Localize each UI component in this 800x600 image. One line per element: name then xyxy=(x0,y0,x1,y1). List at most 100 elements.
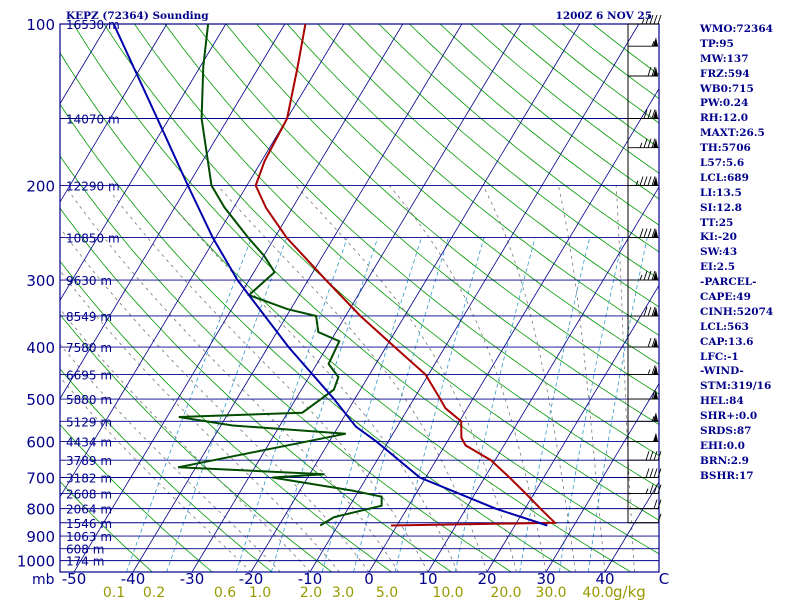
pressure-tick-label: 500 xyxy=(26,391,55,409)
dry-adiabat xyxy=(348,24,659,280)
mixing-ratio-line xyxy=(271,237,379,572)
mixing-ratio-line xyxy=(235,237,348,572)
wind-barb-flag xyxy=(653,14,658,25)
wind-barb-flag xyxy=(651,138,656,148)
dry-adiabat xyxy=(60,207,452,572)
series-group xyxy=(112,24,558,527)
wind-barb-half xyxy=(639,274,643,281)
isotherm xyxy=(60,24,168,203)
mixing-ratio-line xyxy=(353,237,449,572)
wind-barb-flag xyxy=(643,228,648,238)
height-label: 4434 m xyxy=(66,436,112,450)
index-item: BSHR:17 xyxy=(700,469,754,482)
index-item: LCL:563 xyxy=(700,320,749,333)
index-item: SRDS:87 xyxy=(700,425,752,438)
isotherm xyxy=(132,24,463,572)
dry-adiabat xyxy=(286,24,659,336)
wind-barb xyxy=(628,389,658,400)
dry-adiabat xyxy=(73,24,659,555)
moist-adiabat xyxy=(64,185,399,572)
index-item: MAXT:26.5 xyxy=(700,127,765,140)
moist-adiabat xyxy=(482,185,576,572)
wind-barb-flag xyxy=(649,484,654,494)
index-item: L57:5.6 xyxy=(700,157,745,170)
height-label: 3789 m xyxy=(66,454,112,468)
temp-tick-label: 40 xyxy=(595,570,614,588)
isotherm xyxy=(309,24,640,572)
wind-barb-flag xyxy=(657,513,662,523)
temp-tick-label: -50 xyxy=(62,570,87,588)
wind-barb-pennant xyxy=(653,432,658,442)
mixing-ratio-line xyxy=(559,237,624,572)
dry-adiabat xyxy=(225,24,659,395)
isotherm xyxy=(60,24,286,400)
wind-barb-flag xyxy=(647,66,652,77)
wind-barb xyxy=(628,270,658,281)
temp-tick-label: 30 xyxy=(536,570,555,588)
dry-adiabat xyxy=(60,313,333,572)
moist-adiabat xyxy=(217,185,488,572)
moist-adiabat xyxy=(105,185,429,572)
wind-barb-flag xyxy=(653,484,658,494)
moist-adiabat xyxy=(60,308,311,572)
height-label: 1546 m xyxy=(66,517,112,531)
index-item: SHR+:0.0 xyxy=(700,410,758,423)
pressure-tick-label: 1000 xyxy=(17,553,55,571)
dry-adiabat xyxy=(378,24,659,253)
height-label: 7580 m xyxy=(66,341,112,355)
mixing-ratio-label: 3.0 xyxy=(332,585,354,600)
height-label: 608 m xyxy=(66,543,104,557)
height-label: 16530 m xyxy=(66,18,120,32)
dry-adiabat xyxy=(60,103,572,572)
index-item: -PARCEL- xyxy=(700,276,757,289)
index-item: HEL:84 xyxy=(700,395,744,408)
dry-adiabat xyxy=(195,24,659,425)
wind-barb-flag xyxy=(651,270,656,281)
height-label: 5880 m xyxy=(66,393,112,407)
wind-barb-flag xyxy=(649,468,654,478)
temp-tick-label: -30 xyxy=(180,570,205,588)
wind-barb-flag xyxy=(657,451,662,461)
isotherm xyxy=(250,24,581,572)
wind-barb-flag xyxy=(653,499,658,509)
index-item: CINH:52074 xyxy=(700,305,774,318)
index-item: EHI:0.0 xyxy=(700,439,745,452)
temp-tick-label: 10 xyxy=(418,570,437,588)
wind-barb xyxy=(628,306,658,317)
dry-adiabat xyxy=(60,423,213,572)
dry-adiabat xyxy=(317,24,659,308)
wind-barb-half xyxy=(635,180,639,186)
index-item: TH:5706 xyxy=(700,142,751,155)
wind-barb-flag xyxy=(643,109,648,119)
index-item: FRZ:594 xyxy=(700,67,750,80)
wind-barb-half xyxy=(647,369,651,375)
wind-barb-pennant xyxy=(653,271,658,281)
moist-adiabat xyxy=(295,185,517,572)
dry-adiabat xyxy=(164,24,659,457)
wind-barb-flag xyxy=(645,14,650,25)
wind-barb xyxy=(628,337,658,348)
mixing-ratio-line xyxy=(394,237,485,572)
index-item: WB0:715 xyxy=(700,82,754,95)
wind-barb-flag xyxy=(643,270,648,281)
wind-barb-flag xyxy=(651,365,656,375)
moist-adiabat xyxy=(155,185,458,572)
wind-barb-flag xyxy=(653,468,658,478)
chart-subtitle: 1200Z 6 NOV 25 xyxy=(556,10,652,22)
index-panel: WMO:72364 TP:95 MW:137 FRZ:594 WB0:715 PW:0.2… xyxy=(700,22,800,484)
wind-barb-flag xyxy=(651,389,656,400)
wind-barb-flag xyxy=(639,228,644,238)
temp-tick-label: -10 xyxy=(298,570,323,588)
wind-barb-pennant xyxy=(653,37,658,47)
height-label: 14070 m xyxy=(66,112,120,126)
temp-tick-label: C xyxy=(659,570,669,588)
isotherm xyxy=(60,24,345,498)
chart-title: KEPZ (72364) Sounding xyxy=(66,10,209,22)
index-item: -WIND- xyxy=(700,365,744,378)
background-lines xyxy=(60,24,659,572)
isotherm xyxy=(545,382,659,572)
wind-barb xyxy=(628,66,658,77)
temp-tick-label: 0 xyxy=(364,570,374,588)
dry-adiabat xyxy=(60,480,153,572)
index-item: STM:319/16 xyxy=(700,380,772,393)
